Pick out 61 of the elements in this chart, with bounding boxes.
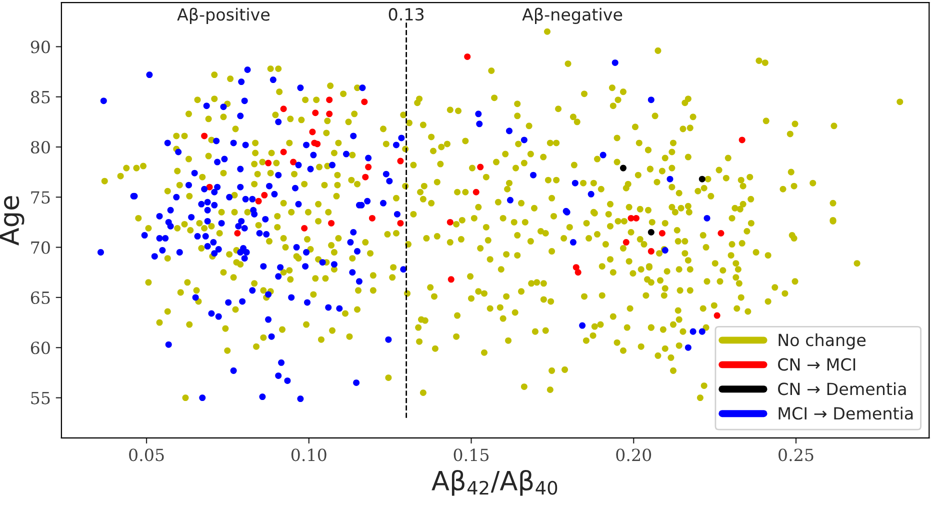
- point: [648, 248, 654, 255]
- point: [309, 128, 316, 136]
- point: [397, 158, 404, 164]
- point: [201, 132, 208, 140]
- point: [365, 164, 372, 170]
- point: [368, 214, 376, 222]
- legend-label: CN → MCI: [778, 358, 856, 371]
- y-tick-label: 70: [31, 241, 50, 254]
- ref-line-label: 0.13: [388, 8, 424, 21]
- point: [397, 220, 404, 226]
- x-tick-label: 0.25: [778, 448, 814, 462]
- x-tick-label: 0.20: [616, 448, 652, 462]
- point: [280, 106, 287, 112]
- point: [472, 188, 480, 196]
- point: [234, 230, 241, 237]
- y-tick-label: 90: [30, 40, 50, 54]
- point: [698, 176, 706, 182]
- y-tick-label: 65: [30, 291, 50, 304]
- point: [328, 220, 335, 226]
- point: [738, 136, 746, 144]
- x-tick-label: 0.05: [129, 448, 164, 462]
- point: [301, 224, 308, 232]
- point: [206, 184, 213, 190]
- legend-label: MCI → Dementia: [778, 406, 913, 420]
- point: [361, 98, 368, 106]
- y-tick-label: 80: [30, 140, 50, 154]
- point: [280, 148, 287, 156]
- point: [718, 230, 724, 237]
- x-tick-label: 0.10: [291, 448, 326, 462]
- point: [714, 312, 720, 319]
- point: [464, 53, 471, 60]
- point: [312, 110, 319, 116]
- point: [265, 160, 272, 166]
- point: [261, 192, 268, 198]
- point: [326, 96, 333, 104]
- point: [574, 269, 582, 276]
- point: [622, 239, 630, 246]
- point: [632, 214, 640, 222]
- point: [448, 276, 454, 283]
- point: [314, 140, 321, 148]
- legend-label: CN → Dementia: [778, 382, 906, 396]
- point: [326, 110, 333, 118]
- y-tick-label: 55: [31, 392, 50, 404]
- legend-label: No change: [778, 333, 866, 350]
- annotation: Aβ-positive: [177, 8, 270, 24]
- point: [477, 164, 484, 170]
- point: [572, 264, 580, 271]
- x-axis-title: Aβ$_{42}$/Aβ$_{40}$: [432, 470, 558, 496]
- point: [446, 218, 454, 226]
- point: [255, 198, 262, 204]
- point: [290, 158, 297, 166]
- point: [362, 174, 369, 180]
- y-tick-label: 85: [30, 90, 50, 104]
- x-tick-label: 0.15: [454, 448, 489, 462]
- point: [658, 230, 666, 237]
- annotation: Aβ-negative: [522, 8, 622, 24]
- y-axis-title: Age: [0, 196, 24, 246]
- point: [620, 164, 626, 172]
- y-tick-label: 60: [30, 342, 50, 354]
- point: [648, 229, 654, 236]
- y-tick-label: 75: [31, 191, 50, 204]
